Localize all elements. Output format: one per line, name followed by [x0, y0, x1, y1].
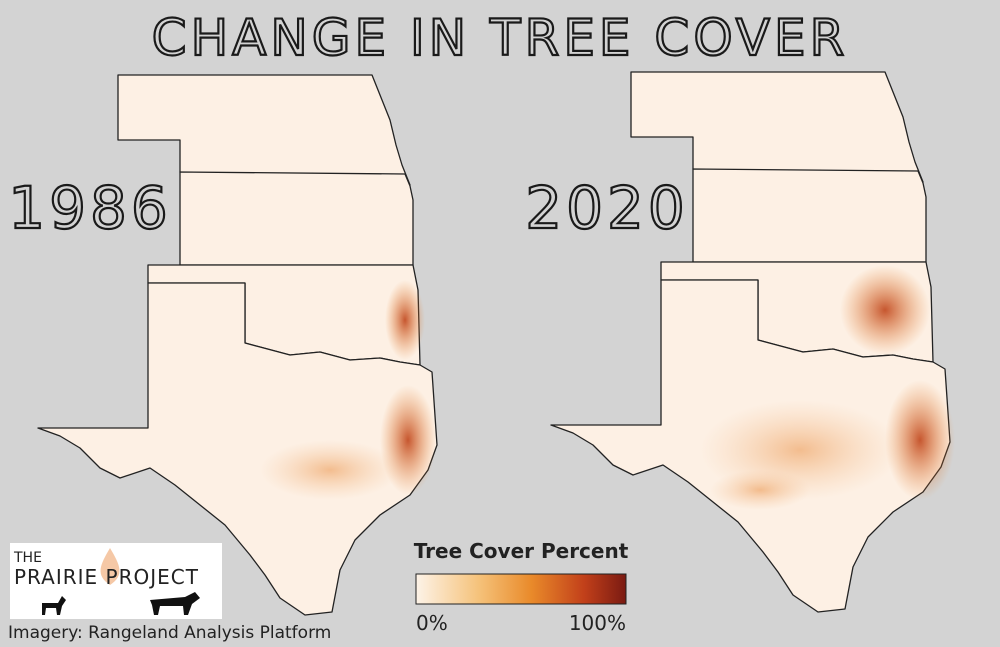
legend-title: Tree Cover Percent — [414, 539, 629, 563]
year-label: 1986 — [8, 174, 172, 242]
logo-line1: THE — [13, 550, 42, 566]
logo-flame — [100, 548, 120, 585]
tree-cover — [710, 470, 810, 510]
legend-min: 0% — [416, 611, 448, 635]
map-2020: 2020 — [524, 71, 955, 613]
legend-max: 100% — [569, 611, 626, 635]
legend-gradient — [415, 573, 627, 605]
tree-cover — [840, 265, 930, 355]
logo-line2: PRAIRIE PROJECT — [14, 565, 199, 589]
credit: Imagery: Rangeland Analysis Platform — [8, 623, 331, 643]
title: CHANGE IN TREE COVER — [152, 9, 849, 67]
legend: Tree Cover Percent 0% 100% — [414, 539, 629, 635]
tree-cover — [885, 380, 955, 500]
logo: THE PRAIRIE PROJECT — [10, 543, 222, 619]
tree-cover — [260, 440, 400, 500]
tree-cover — [385, 280, 425, 360]
logo-cow — [150, 592, 200, 615]
year-label: 2020 — [525, 174, 689, 242]
map-1986: 1986 — [7, 74, 438, 616]
logo-goat — [42, 596, 66, 615]
